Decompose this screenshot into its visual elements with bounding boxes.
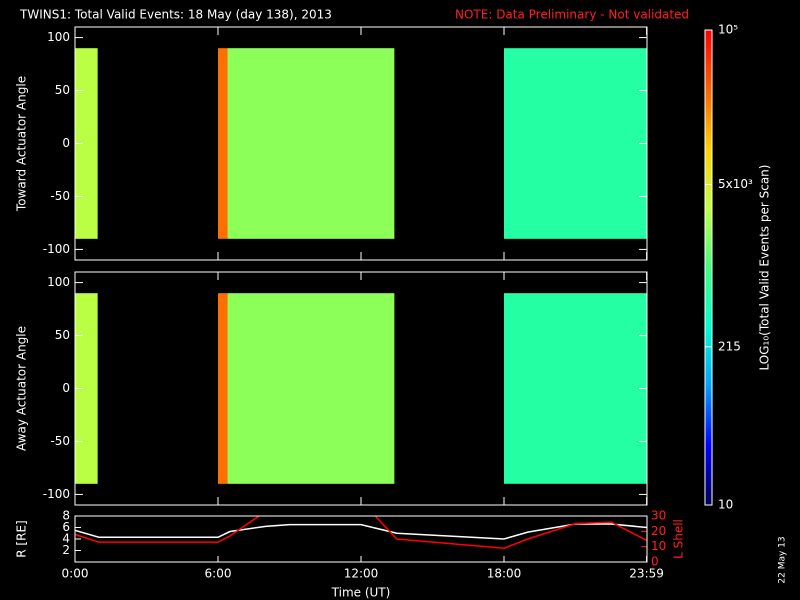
y-tick-label: 2 xyxy=(62,543,70,557)
y-tick-label: 0 xyxy=(62,381,70,395)
chart-title: TWINS1: Total Valid Events: 18 May (day … xyxy=(19,8,332,22)
y2-tick-label: 10 xyxy=(651,539,666,553)
colorbar-label: LOG₁₀(Total Valid Events per Scan) xyxy=(758,165,772,371)
y-tick-label: 50 xyxy=(55,83,70,97)
series-line xyxy=(75,516,647,549)
heat-cell xyxy=(218,293,228,484)
plot-frame xyxy=(74,271,648,506)
heat-cell xyxy=(75,48,98,239)
colorbar-tick-label: 5x10³ xyxy=(718,177,753,191)
heat-cell xyxy=(75,293,98,484)
heat-cell xyxy=(227,48,395,239)
footer-date: 22 May 13 xyxy=(778,536,788,583)
y-tick-label: 8 xyxy=(62,509,70,523)
y-tick-label: 4 xyxy=(62,532,70,546)
heat-cell xyxy=(504,48,647,239)
x-tick-label: 18:00 xyxy=(487,567,522,581)
y-tick-label: -50 xyxy=(50,189,70,203)
y-tick-label: 100 xyxy=(47,275,70,289)
y-axis-label: Toward Actuator Angle xyxy=(15,76,29,212)
y-tick-label: -50 xyxy=(50,434,70,448)
y2-tick-label: 30 xyxy=(651,509,666,523)
x-tick-label: 23:59 xyxy=(629,567,664,581)
y2-tick-label: 20 xyxy=(651,524,666,538)
y-axis-label: R [RE] xyxy=(15,520,29,557)
colorbar-tick-label: 10⁵ xyxy=(718,23,738,37)
note: NOTE: Data Preliminary - Not validated xyxy=(455,8,689,22)
y2-tick-label: 0 xyxy=(651,555,659,569)
colorbar-tick-label: 10 xyxy=(718,498,733,512)
heat-cell xyxy=(504,293,647,484)
y-tick-label: -100 xyxy=(43,242,70,256)
plot-frame xyxy=(74,515,648,563)
y-tick-label: 6 xyxy=(62,520,70,534)
x-tick-label: 12:00 xyxy=(344,567,379,581)
y2-axis-label: L Shell xyxy=(672,519,686,559)
colorbar-tick-label: 215 xyxy=(718,339,741,353)
heat-cell xyxy=(218,48,228,239)
y-tick-label: 50 xyxy=(55,328,70,342)
y-axis-label: Away Actuator Angle xyxy=(15,326,29,451)
colorbar xyxy=(704,29,713,506)
x-tick-label: 6:00 xyxy=(205,567,232,581)
y-tick-label: -100 xyxy=(43,487,70,501)
heat-cell xyxy=(227,293,395,484)
x-tick-label: 0:00 xyxy=(62,567,89,581)
x-axis-label: Time (UT) xyxy=(331,586,391,600)
plot-frame xyxy=(74,26,648,261)
y-tick-label: 100 xyxy=(47,30,70,44)
y-tick-label: 0 xyxy=(62,136,70,150)
